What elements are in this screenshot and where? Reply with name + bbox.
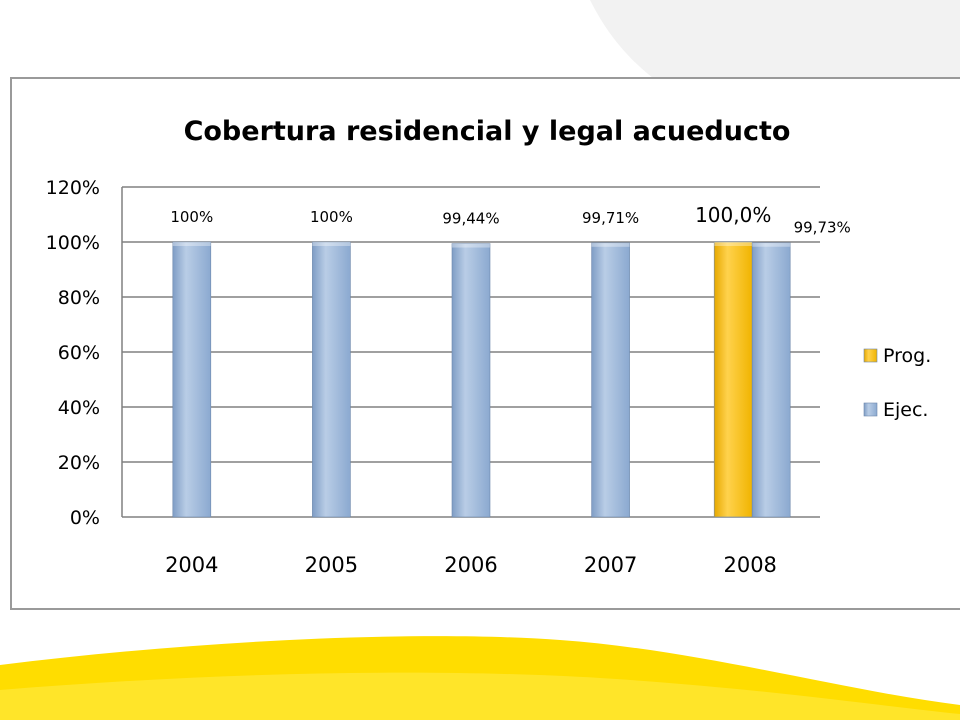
bar-prog-2008 bbox=[713, 241, 753, 518]
y-tick-label: 80% bbox=[58, 287, 100, 309]
data-label-ejec: 99,73% bbox=[794, 219, 851, 237]
chart-area: Cobertura residencial y legal acueducto … bbox=[46, 116, 932, 577]
x-axis: 2004 2005 2006 2007 2008 bbox=[165, 553, 777, 577]
data-label-ejec: 100% bbox=[170, 208, 213, 226]
legend-swatch bbox=[863, 402, 878, 417]
bar-ejec-2008 bbox=[751, 242, 791, 518]
bar-ejec-2005-cap bbox=[312, 242, 351, 246]
y-tick-label: 20% bbox=[58, 452, 100, 474]
data-label-ejec: 100% bbox=[310, 208, 353, 226]
bar-ejec-2008-cap bbox=[752, 242, 791, 247]
legend-swatch bbox=[863, 348, 878, 363]
bar-ejec-2007-cap bbox=[591, 242, 630, 247]
bar-ejec-2004-cap bbox=[172, 242, 211, 246]
data-labels: 100% 100% 99,44% 99,71% 100,0% 99,73% bbox=[170, 203, 850, 237]
x-tick-label: 2005 bbox=[305, 553, 358, 577]
y-tick-label: 100% bbox=[46, 232, 100, 254]
data-label-ejec: 99,44% bbox=[442, 210, 499, 228]
yellow-wave-highlight bbox=[0, 672, 960, 720]
bar-ejec-2007 bbox=[591, 242, 630, 518]
legend-label: Prog. bbox=[883, 345, 931, 367]
bars bbox=[172, 241, 791, 518]
bar-prog-2008-cap bbox=[714, 242, 753, 246]
legend: Prog. Ejec. bbox=[863, 345, 931, 421]
y-tick-label: 40% bbox=[58, 397, 100, 419]
data-label-prog: 100,0% bbox=[695, 203, 771, 227]
bar-ejec-2005 bbox=[312, 241, 351, 518]
y-tick-label: 0% bbox=[70, 507, 100, 529]
bar-ejec-2004 bbox=[172, 241, 212, 518]
x-tick-label: 2004 bbox=[165, 553, 218, 577]
y-tick-label: 120% bbox=[46, 177, 100, 199]
chart-frame: Cobertura residencial y legal acueducto … bbox=[10, 77, 960, 610]
x-tick-label: 2006 bbox=[444, 553, 497, 577]
data-label-ejec: 99,71% bbox=[582, 209, 639, 227]
bar-ejec-2006 bbox=[451, 243, 491, 518]
legend-label: Ejec. bbox=[883, 399, 928, 421]
x-tick-label: 2007 bbox=[584, 553, 637, 577]
y-tick-label: 60% bbox=[58, 342, 100, 364]
y-axis: 0% 20% 40% 60% 80% 100% 120% bbox=[46, 177, 123, 529]
x-tick-label: 2008 bbox=[723, 553, 776, 577]
chart-title: Cobertura residencial y legal acueducto bbox=[184, 116, 791, 147]
bar-ejec-2006-cap bbox=[452, 243, 490, 248]
